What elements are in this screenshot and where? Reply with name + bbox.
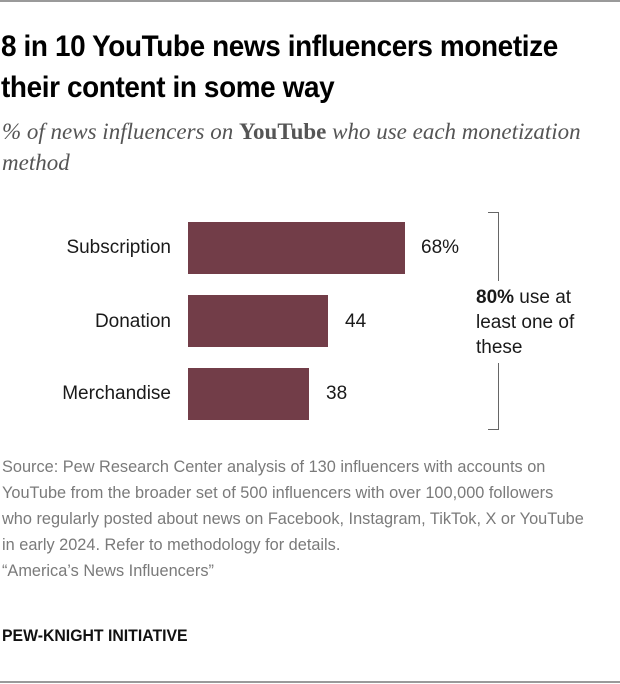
value-label-donation: 44 [345, 311, 367, 332]
chart-subtitle: % of news influencers on YouTube who use… [2, 116, 602, 178]
category-label-donation: Donation [94, 311, 171, 332]
bar-subscription [188, 222, 405, 274]
bracket-bottom [488, 363, 499, 430]
source-note: Source: Pew Research Center analysis of … [2, 454, 588, 584]
top-rule [0, 0, 620, 2]
value-label-merchandise: 38 [326, 383, 348, 404]
report-title: “America’s News Influencers” [2, 561, 214, 580]
annotation-text: use at least one of these [476, 287, 575, 358]
value-label-subscription: 68% [421, 237, 460, 258]
source-text: Source: Pew Research Center analysis of … [2, 457, 584, 554]
chart-title: 8 in 10 YouTube news influencers monetiz… [1, 30, 558, 104]
subtitle-platform: YouTube [239, 119, 327, 144]
category-label-merchandise: Merchandise [62, 383, 171, 404]
bottom-rule [0, 681, 620, 683]
category-label-subscription: Subscription [66, 237, 171, 258]
bar-donation [188, 295, 328, 347]
annotation-highlight: 80% [476, 287, 515, 308]
subtitle-prefix: % of news influencers on [2, 119, 239, 144]
bar-chart: Subscription 68% Donation 44 Merchandise… [62, 212, 616, 430]
bracket-annotation: 80% use at least one of these [476, 285, 616, 360]
credit-logo-text: PEW-KNIGHT INITIATIVE [2, 626, 188, 645]
bar-merchandise [188, 368, 309, 420]
bracket-top [488, 212, 499, 281]
subtitle-suffix: who use each monetization method [2, 119, 581, 175]
